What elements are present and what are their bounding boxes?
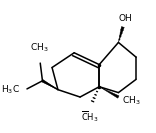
Polygon shape <box>118 27 124 42</box>
Polygon shape <box>42 80 58 90</box>
Text: OH: OH <box>119 14 133 23</box>
Text: H$_3$C: H$_3$C <box>1 84 20 96</box>
Text: CH$_3$: CH$_3$ <box>122 94 141 107</box>
Polygon shape <box>99 87 119 98</box>
Text: $\overline{\rm C}$H$_3$: $\overline{\rm C}$H$_3$ <box>81 110 98 124</box>
Text: CH$_3$: CH$_3$ <box>30 42 49 54</box>
